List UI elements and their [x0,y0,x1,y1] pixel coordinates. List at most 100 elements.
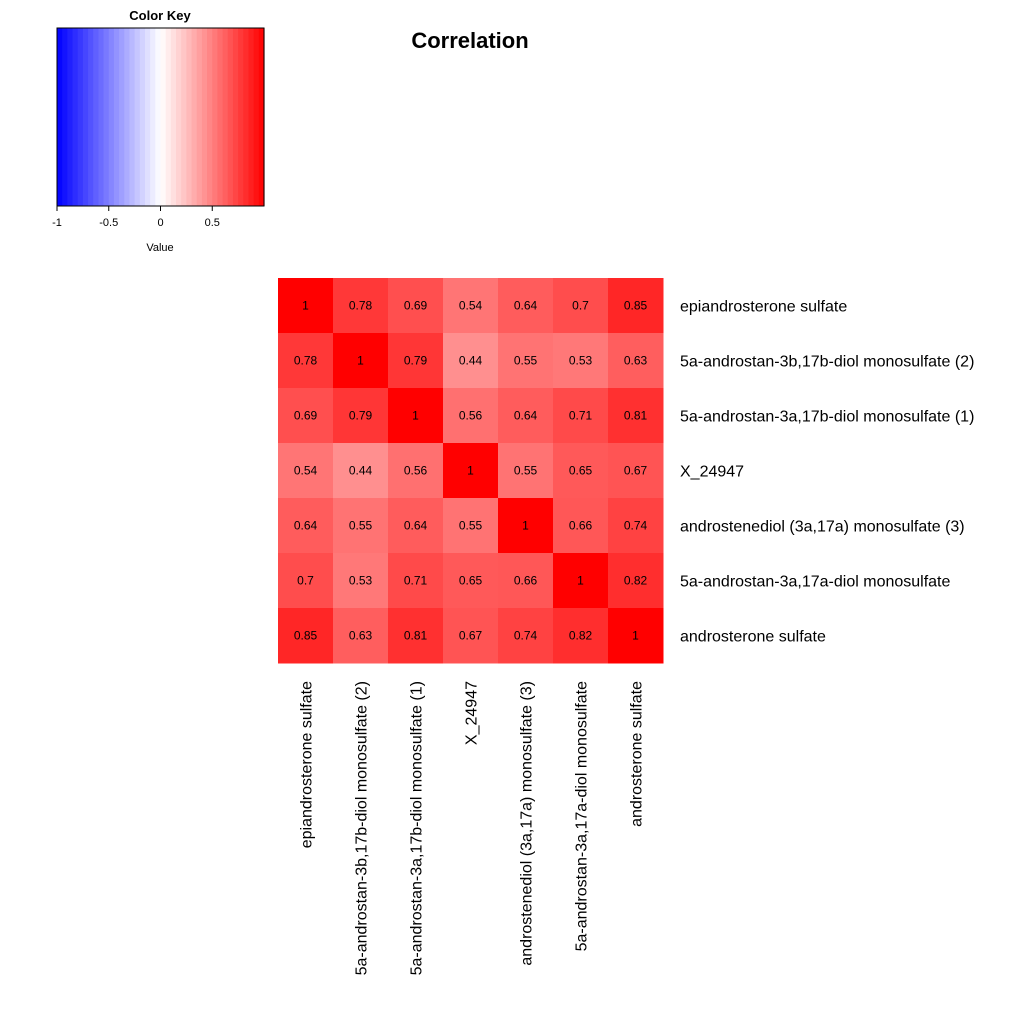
row-label: 5a-androstan-3a,17a-diol monosulfate [680,574,951,591]
color-key-band [134,28,141,206]
heatmap-cell-label: 0.69 [294,409,318,423]
heatmap-cell [608,498,664,554]
heatmap-cell-label: 0.56 [459,409,483,423]
heatmap-cell-label: 0.44 [349,464,373,478]
heatmap-cell [333,608,389,664]
color-key-band [170,28,177,206]
heatmap-cell [498,333,554,389]
color-key-xlabel: Value [146,242,173,254]
heatmap-cell [388,333,444,389]
heatmap-cell [278,553,334,609]
color-key-band [72,28,79,206]
heatmap-cell [608,278,664,334]
color-key-band [186,28,193,206]
row-label: 5a-androstan-3a,17b-diol monosulfate (1) [680,409,974,426]
heatmap-cell [608,443,664,499]
row-label: X_24947 [680,464,744,481]
heatmap-cell-label: 0.64 [294,519,318,533]
heatmap-cell-label: 0.63 [349,629,373,643]
heatmap-cell-label: 0.78 [294,354,318,368]
heatmap-cell [553,498,609,554]
column-label: 5a-androstan-3a,17a-diol monosulfate [574,681,591,952]
color-key-band [155,28,162,206]
color-key-band [227,28,234,206]
color-key-band [93,28,99,206]
color-key-band [62,28,68,206]
heatmap-cell [388,388,444,444]
heatmap-cell [553,333,609,389]
heatmap-cell-label: 0.53 [349,574,373,588]
heatmap-cell-label: 0.82 [569,629,593,643]
column-label: 5a-androstan-3a,17b-diol monosulfate (1) [409,681,426,975]
heatmap-cell-label: 1 [412,409,419,423]
color-key-band [207,28,213,206]
heatmap-cell [278,498,334,554]
heatmap-cell-label: 1 [522,519,529,533]
heatmap-cell [553,553,609,609]
color-key-band [165,28,172,206]
heatmap-cell [443,608,499,664]
column-labels: epiandrosterone sulfate 5a-androstan-3b,1… [299,681,646,976]
heatmap-cell [278,443,334,499]
heatmap-cell [278,278,334,334]
color-key-band [253,28,260,206]
color-key-band [243,28,250,206]
color-key-band [160,28,167,206]
color-key-band [113,28,120,206]
color-key-band [108,28,115,206]
heatmap-cell [443,388,499,444]
heatmap-cell [608,553,664,609]
heatmap-cell-label: 0.82 [624,574,648,588]
column-label: epiandrosterone sulfate [299,681,316,848]
color-key-band [129,28,136,206]
heatmap-cell-label: 1 [467,464,474,478]
heatmap-cell-label: 0.66 [569,519,593,533]
heatmap-cell-label: 0.56 [404,464,428,478]
heatmap-cell [553,443,609,499]
heatmap-cell-label: 0.64 [514,299,538,313]
heatmap-cell [498,278,554,334]
heatmap-cell-label: 0.55 [349,519,373,533]
row-label: 5a-androstan-3b,17b-diol monosulfate (2) [680,354,974,371]
heatmap-cell [553,608,609,664]
heatmap-cell [608,608,664,664]
heatmap-cell [498,553,554,609]
heatmap-cell-label: 0.74 [624,519,648,533]
heatmap-cell [278,608,334,664]
heatmap-cell-label: 0.65 [459,574,483,588]
color-key-tick-label: -0.5 [99,217,118,229]
row-labels: epiandrosterone sulfate 5a-androstan-3b,1… [680,299,974,646]
color-key-band [67,28,74,206]
heatmap-cell-label: 0.71 [569,409,593,423]
color-key-band [150,28,156,206]
heatmap-cell-label: 0.79 [349,409,373,423]
heatmap-cell [608,333,664,389]
column-label: X_24947 [464,681,481,745]
heatmap-cell [278,388,334,444]
heatmap-cell [498,498,554,554]
heatmap-cell-label: 1 [357,354,364,368]
color-key-band [258,28,265,206]
heatmap-cell [553,278,609,334]
color-key-axis: -1 -0.5 0 0.5 [52,206,220,229]
color-key-band [57,28,63,206]
heatmap-cell-label: 0.74 [514,629,538,643]
heatmap-cell-label: 0.85 [294,629,318,643]
heatmap-cell-label: 0.65 [569,464,593,478]
color-key-band [217,28,224,206]
heatmap-cell [333,388,389,444]
color-key-band [119,28,125,206]
heatmap-cell [443,278,499,334]
heatmap-cell-label: 0.66 [514,574,538,588]
heatmap-cell-label: 0.63 [624,354,648,368]
row-label: androstenediol (3a,17a) monosulfate (3) [680,519,965,536]
color-key-band [77,28,84,206]
color-key-band [196,28,203,206]
heatmap-cell-label: 0.53 [569,354,593,368]
heatmap-cell [443,333,499,389]
column-label: androstenediol (3a,17a) monosulfate (3) [519,681,536,966]
heatmap-cell-label: 0.44 [459,354,483,368]
chart-title: Correlation [411,28,528,53]
heatmap-cell-label: 0.64 [404,519,428,533]
